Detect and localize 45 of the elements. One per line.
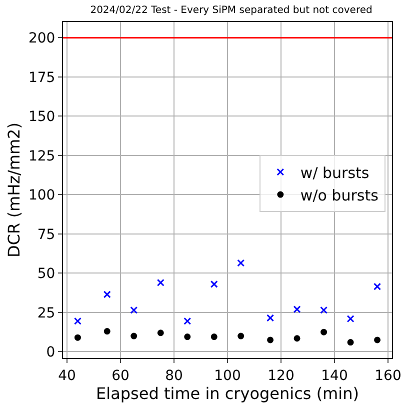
y-axis-title: DCR (mHz/mm2) [4,122,24,258]
point [266,314,274,322]
y-tick-label: 125 [28,148,56,164]
x-tick-label: 40 [58,368,76,384]
x-tick-label: 100 [214,368,241,384]
x-tick-label: 140 [321,368,348,384]
point [374,282,382,290]
y-tick-label: 150 [28,109,56,126]
y-tick-label: 175 [28,70,56,86]
point [74,317,82,325]
y-tick-label: 100 [28,188,56,204]
point [294,335,300,342]
point [184,317,192,325]
chart-title: 2024/02/22 Test - Every SiPM separated but not covered [90,5,372,16]
point [347,339,354,346]
point [320,306,328,314]
y-tick-label: 75 [37,226,56,243]
point [293,306,301,314]
x-tick-label: 60 [112,368,130,384]
point [156,278,164,286]
point [238,332,244,340]
x-tick-label: 160 [374,368,402,384]
point [130,306,138,314]
x-axis-title: Elapsed time in cryogenics (min) [96,384,359,403]
point [374,336,381,344]
y-tick-label: 25 [37,305,56,322]
y-tick-label: 200 [28,30,56,47]
point [210,334,218,340]
point [267,336,274,344]
y-tick-label: 50 [37,266,56,282]
point [210,280,218,288]
point [320,328,328,336]
point [184,334,191,340]
point [130,332,138,340]
legend-label: w/ bursts [300,164,370,182]
point [346,315,354,322]
point [237,259,245,267]
x-tick-label: 80 [165,368,183,384]
point [157,330,164,336]
x-tick-label: 120 [268,368,294,384]
y-tick-label: 0 [46,344,56,361]
legend-label: w/o bursts [300,186,379,204]
point [104,328,110,335]
point [103,290,111,298]
point [74,334,81,341]
